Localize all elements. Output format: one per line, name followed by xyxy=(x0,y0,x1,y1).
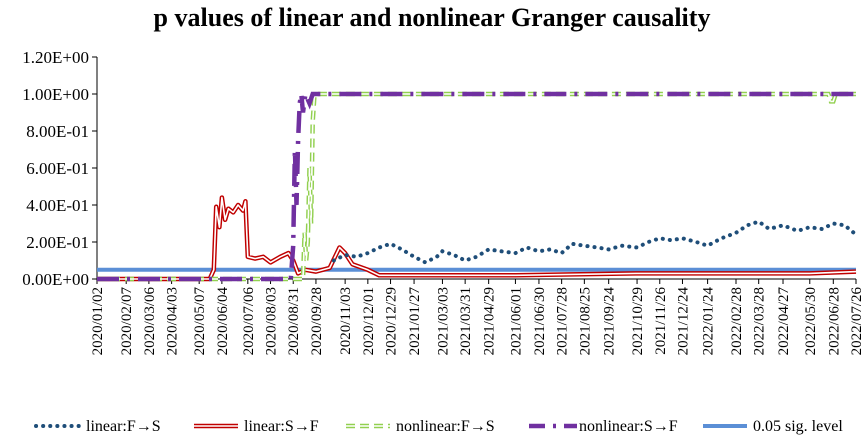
series-0-line xyxy=(331,219,858,265)
y-tick-label: 0.00E+00 xyxy=(22,270,89,289)
x-tick-label: 2020/11/03 xyxy=(338,287,354,355)
x-tick-label: 2021/10/29 xyxy=(630,287,646,355)
x-tick-label: 2020/02/07 xyxy=(119,287,135,356)
legend-label: linear:S→F xyxy=(244,418,319,435)
legend-item-2: nonlinear:F→S xyxy=(346,418,495,435)
legend-item-1: linear:S→F xyxy=(194,418,319,435)
legend-label: nonlinear:F→S xyxy=(396,418,495,435)
y-tick-label: 4.00E-01 xyxy=(26,196,89,215)
x-axis: 2020/01/02 2020/02/07 2020/03/06 2020/04/03… xyxy=(90,278,864,356)
series-1-line xyxy=(97,195,857,282)
legend-item-0: linear:F→S xyxy=(34,418,161,435)
x-tick-label: 2022/05/30 xyxy=(803,287,819,355)
x-tick-label: 2020/04/03 xyxy=(165,287,181,355)
x-tick-label: 2022/07/26 xyxy=(849,287,864,356)
series-2-line xyxy=(97,91,856,282)
x-tick-label: 2021/12/24 xyxy=(675,287,691,356)
x-tick-label: 2020/01/02 xyxy=(90,287,106,355)
x-tick-label: 2022/04/27 xyxy=(776,287,792,356)
y-axis: 0.00E+00 2.00E-01 4.00E-01 6.00E-01 8.00E-01… xyxy=(22,48,98,289)
series-2-line-inner xyxy=(97,93,856,280)
legend-label: 0.05 sig. level xyxy=(753,418,843,435)
x-tick-label: 2020/03/06 xyxy=(142,287,158,356)
y-tick-label: 2.00E-01 xyxy=(26,233,89,252)
x-tick-label: 2020/09/28 xyxy=(309,287,325,355)
x-tick-label: 2020/05/07 xyxy=(192,287,208,356)
y-tick-label: 6.00E-01 xyxy=(26,159,89,178)
x-tick-label: 2021/03/03 xyxy=(435,287,451,355)
x-tick-label: 2021/07/28 xyxy=(555,287,571,355)
x-tick-label: 2022/06/28 xyxy=(826,287,842,355)
x-tick-label: 2021/03/31 xyxy=(458,287,474,355)
x-tick-label: 2020/12/29 xyxy=(384,287,400,355)
legend-item-4: 0.05 sig. level xyxy=(703,418,843,435)
x-tick-label: 2020/08/31 xyxy=(286,287,302,355)
series-3-line xyxy=(97,85,856,282)
x-tick-label: 2021/11/26 xyxy=(653,287,669,355)
x-tick-label: 2022/03/28 xyxy=(752,287,768,355)
legend: linear:F→S linear:S→F nonlinear:F→S nonline… xyxy=(34,418,843,435)
y-tick-label: 8.00E-01 xyxy=(26,122,89,141)
x-tick-label: 2022/01/24 xyxy=(701,287,717,356)
x-tick-label: 2021/01/27 xyxy=(407,287,423,356)
x-tick-label: 2022/02/28 xyxy=(729,287,745,355)
plot-area xyxy=(97,85,858,282)
x-tick-label: 2020/12/01 xyxy=(361,287,377,355)
x-tick-label: 2021/06/01 xyxy=(508,287,524,355)
series-1-line-inner xyxy=(97,196,857,280)
x-tick-label: 2021/09/24 xyxy=(602,287,618,356)
x-tick-label: 2020/06/04 xyxy=(215,287,231,356)
x-tick-label: 2021/04/29 xyxy=(482,287,498,355)
x-tick-label: 2020/08/03 xyxy=(264,287,280,355)
x-tick-label: 2020/07/06 xyxy=(241,287,257,356)
y-tick-label: 1.20E+00 xyxy=(22,48,89,67)
legend-item-3: nonlinear:S→F xyxy=(529,418,678,435)
chart-title: p values of linear and nonlinear Granger… xyxy=(154,3,711,32)
y-tick-label: 1.00E+00 xyxy=(22,85,89,104)
x-tick-label: 2021/06/30 xyxy=(532,287,548,355)
legend-label: linear:F→S xyxy=(86,418,161,435)
x-tick-label: 2021/08/25 xyxy=(577,287,593,355)
legend-label: nonlinear:S→F xyxy=(579,418,678,435)
